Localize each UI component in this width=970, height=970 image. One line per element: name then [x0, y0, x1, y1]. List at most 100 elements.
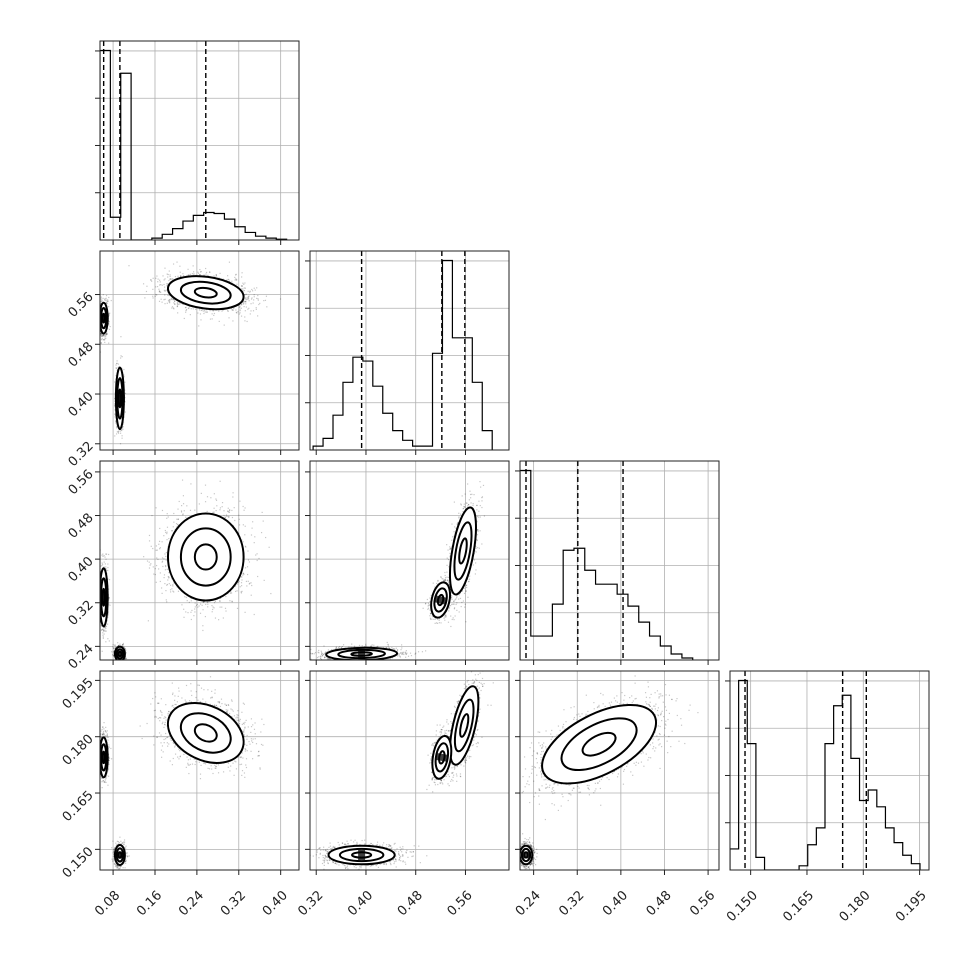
- contour-fill: [167, 513, 244, 601]
- density-core: [358, 648, 366, 660]
- panel-frame: [519, 460, 720, 661]
- histogram-bars: [100, 49, 288, 240]
- density-contour: [449, 685, 480, 766]
- histogram-panel: [515, 460, 720, 665]
- contour-fill: [542, 704, 657, 784]
- scatter-panel: 0.24 0.32 0.40 0.48 0.56: [66, 460, 300, 672]
- contour-group: [448, 506, 477, 596]
- density-contour: [458, 537, 468, 565]
- panel-frame: [729, 670, 930, 871]
- histogram-bars: [520, 469, 694, 660]
- density-contour: [431, 734, 453, 780]
- y-tick-label: 0.32: [66, 439, 97, 470]
- density-core: [100, 314, 109, 322]
- contour-group: [166, 701, 245, 764]
- panel-frame: [309, 670, 510, 871]
- scatter-panel: 0.24 0.32 0.40 0.48 0.56: [513, 670, 720, 919]
- density-core: [358, 849, 366, 860]
- x-tick-label: 0.40: [600, 888, 631, 919]
- x-tick-label: 0.56: [445, 888, 476, 919]
- contour-group: [325, 646, 399, 660]
- density-contour: [327, 844, 396, 866]
- contour-group: [430, 581, 452, 619]
- y-tick-label: 0.48: [66, 511, 97, 542]
- density-core: [520, 851, 531, 859]
- y-tick-label: 0.40: [66, 389, 97, 420]
- y-tick-label: 0.32: [66, 598, 97, 629]
- x-tick-label: 0.180: [837, 888, 874, 925]
- density-contour: [433, 587, 448, 613]
- panel-frame: [519, 670, 720, 871]
- contour-fill: [450, 686, 479, 765]
- histogram-panel: 0.150 0.165 0.180 0.195: [724, 670, 930, 925]
- x-tick-label: 0.48: [395, 888, 426, 919]
- contour-fill: [167, 702, 244, 763]
- x-tick-label: 0.48: [644, 888, 675, 919]
- density-contour: [179, 527, 232, 587]
- density-contour: [453, 698, 475, 753]
- density-core: [434, 595, 447, 605]
- histogram-panel: [95, 40, 300, 245]
- y-tick-label: 0.56: [66, 467, 97, 498]
- density-contour: [193, 543, 218, 571]
- x-tick-label: 0.165: [780, 888, 817, 925]
- x-tick-label: 0.32: [218, 888, 249, 919]
- panel-frame: [99, 670, 300, 871]
- density-core: [114, 650, 125, 658]
- x-tick-label: 0.150: [724, 888, 761, 925]
- y-tick-label: 0.48: [66, 339, 97, 370]
- panel-frame: [99, 460, 300, 661]
- x-tick-label: 0.08: [92, 888, 123, 919]
- panel-frame: [99, 40, 300, 241]
- contour-group: [520, 844, 534, 866]
- panel-frame: [99, 250, 300, 451]
- contour-group: [113, 843, 126, 866]
- y-tick-label: 0.150: [60, 844, 97, 881]
- x-tick-label: 0.56: [687, 888, 718, 919]
- x-tick-label: 0.40: [260, 888, 291, 919]
- contour-group: [114, 366, 125, 431]
- contour-group: [100, 301, 109, 335]
- y-tick-label: 0.195: [60, 675, 97, 712]
- density-contour: [541, 703, 658, 785]
- density-contour: [179, 712, 232, 754]
- density-contour: [459, 713, 470, 738]
- panel-frame: [309, 460, 510, 661]
- density-contour: [193, 286, 218, 299]
- scatter-panel: 0.08 0.16 0.24 0.32 0.40 0.150 0.165 0.180 0.195: [60, 670, 300, 919]
- scatter-panel: 0.32 0.40 0.48 0.56: [295, 670, 510, 919]
- contour-group: [100, 567, 109, 628]
- y-tick-label: 0.40: [66, 554, 97, 585]
- density-contour: [520, 844, 534, 866]
- x-tick-label: 0.16: [134, 888, 165, 919]
- density-contour: [560, 717, 638, 772]
- x-tick-label: 0.40: [345, 888, 376, 919]
- y-tick-label: 0.24: [66, 641, 97, 672]
- contour-fill: [449, 507, 476, 595]
- density-contour: [166, 701, 245, 764]
- density-core: [100, 593, 109, 601]
- density-contour: [166, 512, 245, 602]
- y-tick-label: 0.165: [60, 788, 97, 825]
- contour-group: [431, 734, 453, 780]
- histogram-bars: [730, 679, 921, 870]
- contour-group: [449, 685, 480, 766]
- density-contour: [179, 280, 232, 305]
- density-contour: [434, 742, 450, 773]
- y-tick-label: 0.180: [60, 732, 97, 769]
- x-tick-label: 0.32: [556, 888, 587, 919]
- panel-frame: [309, 250, 510, 451]
- contour-group: [166, 512, 245, 602]
- density-contour: [193, 723, 218, 743]
- density-contour: [325, 646, 399, 660]
- contour-group: [166, 275, 245, 311]
- x-tick-label: 0.32: [295, 888, 326, 919]
- x-tick-label: 0.24: [513, 888, 544, 919]
- density-core: [114, 851, 125, 859]
- scatter-panel: [305, 460, 510, 665]
- x-tick-label: 0.195: [893, 888, 930, 925]
- histogram-bars: [312, 259, 493, 450]
- density-contour: [338, 847, 385, 863]
- histogram-panel: [305, 250, 510, 455]
